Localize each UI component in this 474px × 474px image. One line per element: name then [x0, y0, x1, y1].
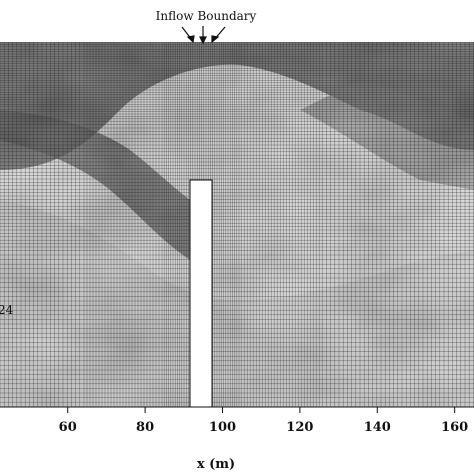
x-tick-label: 100 [209, 420, 236, 435]
x-tick-label: 60 [59, 420, 77, 435]
x-axis-ticks: 60 80 100 120 140 160 [59, 407, 468, 435]
x-axis-label: x (m) [197, 457, 235, 472]
grid-lines [0, 42, 474, 407]
inflow-boundary-label: Inflow Boundary [156, 9, 257, 23]
inflow-arrow-right-head [211, 35, 220, 44]
x-tick-label: 160 [441, 420, 468, 435]
inflow-arrow-left-head [186, 35, 195, 44]
obstacle-block [189, 179, 213, 407]
inflow-arrows [181, 26, 226, 45]
x-tick-label: 120 [286, 420, 313, 435]
inflow-arrow-center-head [199, 36, 207, 45]
x-tick-label: 80 [136, 420, 154, 435]
side-label: 24 [0, 303, 14, 317]
mesh-region [0, 42, 474, 407]
x-tick-label: 140 [364, 420, 391, 435]
